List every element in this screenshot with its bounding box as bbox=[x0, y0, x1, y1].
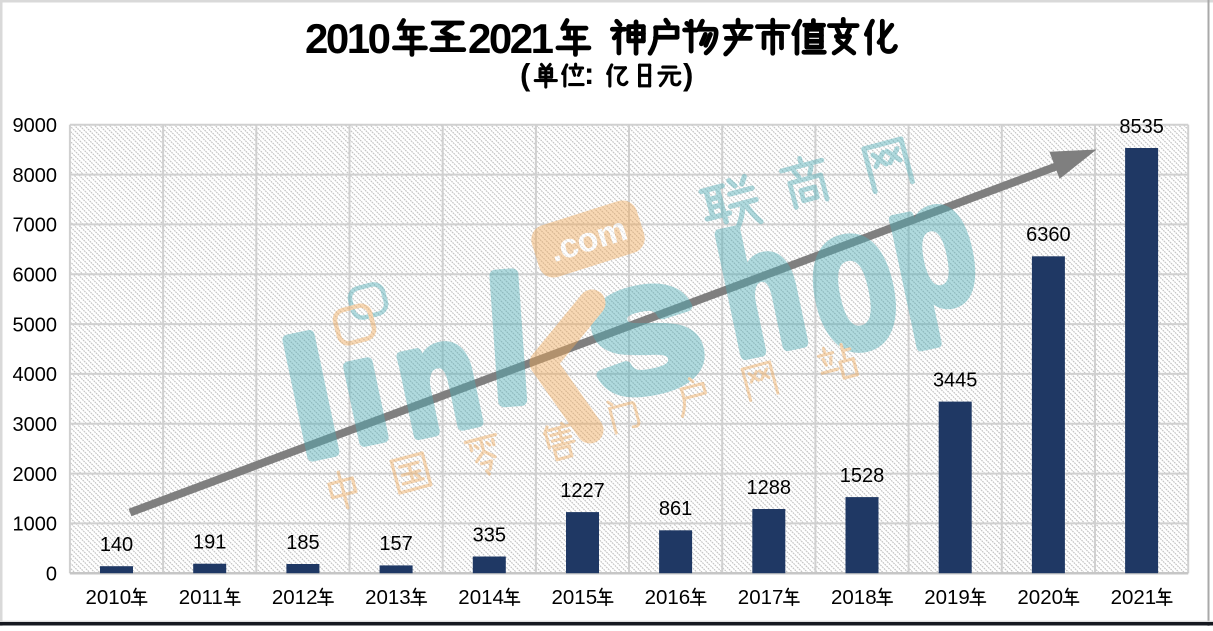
svg-text:4000: 4000 bbox=[13, 364, 58, 386]
svg-text::: : bbox=[584, 56, 594, 91]
svg-text:2016: 2016 bbox=[645, 586, 691, 609]
svg-text:5000: 5000 bbox=[13, 314, 58, 336]
svg-text:2021: 2021 bbox=[1111, 586, 1157, 609]
svg-text:185: 185 bbox=[286, 532, 319, 554]
svg-text:2013: 2013 bbox=[365, 586, 411, 609]
svg-text:2015: 2015 bbox=[552, 586, 598, 609]
svg-text:0: 0 bbox=[46, 564, 57, 586]
svg-text:(: ( bbox=[520, 57, 531, 92]
svg-text:335: 335 bbox=[473, 524, 506, 546]
svg-text:2019: 2019 bbox=[924, 586, 970, 609]
svg-text:2000: 2000 bbox=[13, 464, 58, 486]
svg-text:1288: 1288 bbox=[747, 477, 792, 499]
svg-text:2020: 2020 bbox=[1017, 586, 1063, 609]
svg-text:2012: 2012 bbox=[272, 586, 318, 609]
svg-text:2010: 2010 bbox=[86, 586, 132, 609]
svg-text:6000: 6000 bbox=[13, 265, 58, 287]
svg-text:2018: 2018 bbox=[831, 586, 877, 609]
svg-text:2017: 2017 bbox=[738, 586, 784, 609]
svg-text:861: 861 bbox=[659, 498, 692, 520]
svg-text:3445: 3445 bbox=[933, 369, 978, 391]
svg-text:): ) bbox=[683, 57, 693, 92]
svg-text:1528: 1528 bbox=[840, 465, 885, 487]
svg-text:9000: 9000 bbox=[13, 115, 58, 137]
svg-text:3000: 3000 bbox=[13, 414, 58, 436]
svg-text:8000: 8000 bbox=[13, 165, 58, 187]
svg-text:2010: 2010 bbox=[305, 15, 390, 62]
svg-text:1000: 1000 bbox=[13, 514, 58, 536]
svg-text:2011: 2011 bbox=[179, 586, 223, 609]
svg-text:1227: 1227 bbox=[560, 480, 605, 502]
svg-text:2021: 2021 bbox=[468, 15, 554, 62]
svg-text:2014: 2014 bbox=[458, 586, 504, 609]
svg-text:8535: 8535 bbox=[1119, 116, 1164, 138]
svg-text:191: 191 bbox=[193, 532, 226, 554]
svg-text:7000: 7000 bbox=[13, 215, 58, 237]
svg-text:6360: 6360 bbox=[1026, 224, 1071, 246]
svg-text:140: 140 bbox=[100, 534, 133, 556]
svg-text:157: 157 bbox=[379, 533, 412, 555]
